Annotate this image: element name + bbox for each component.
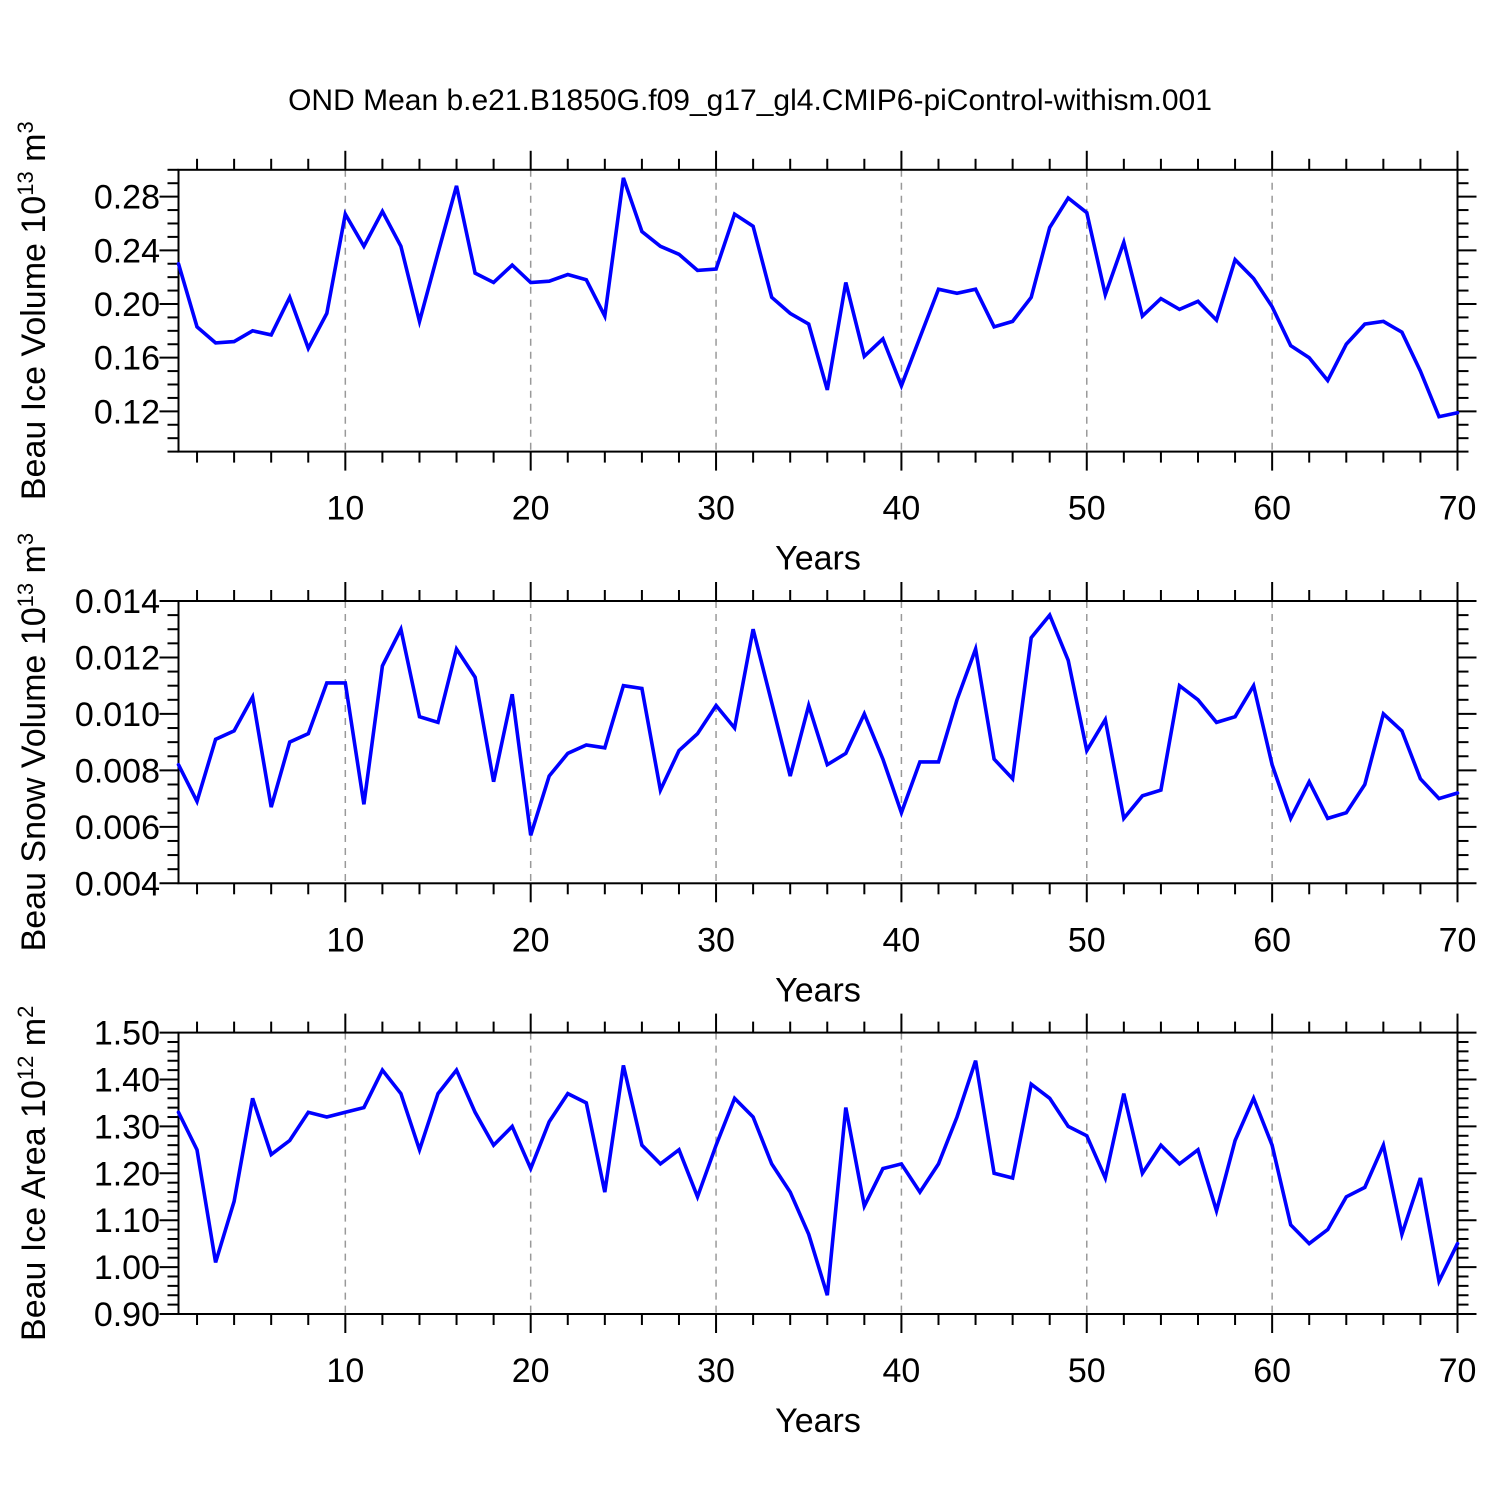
y-tick-labels: 0.12 0.16 0.20 0.24 0.28	[94, 179, 160, 432]
gridlines	[344, 601, 1273, 884]
tick-label: 40	[882, 921, 920, 959]
tick-label: 30	[697, 1352, 735, 1390]
panel-beau-ice-volume: 0.12 0.16 0.20 0.24 0.28 10 20 30 40 50 60 70 Years B…	[13, 121, 1477, 578]
panel-beau-ice-area: 0.90 1.00 1.10 1.20 1.30 1.40 1.50 10 20 30 40 50 60…	[13, 1006, 1477, 1440]
x-axis-label: Years	[775, 540, 861, 578]
series-line-beau-snow-volume	[176, 611, 1460, 836]
tick-label: 10	[326, 921, 364, 959]
tick-label: 10	[326, 490, 364, 528]
chart-title: OND Mean b.e21.B1850G.f09_g17_gl4.CMIP6-…	[288, 84, 1212, 117]
series-line-beau-ice-volume	[176, 177, 1460, 419]
tick-label: 0.16	[94, 340, 160, 378]
tick-label: 0.28	[94, 179, 160, 217]
y-tick-labels: 0.90 1.00 1.10 1.20 1.30 1.40 1.50	[94, 1015, 160, 1334]
tick-label: 10	[326, 1352, 364, 1390]
tick-label: 1.40	[94, 1062, 160, 1100]
tick-label: 0.010	[75, 696, 160, 734]
gridlines	[344, 1032, 1273, 1314]
y-tick-labels: 0.004 0.006 0.008 0.010 0.012 0.014	[75, 583, 160, 903]
tick-label: 60	[1253, 1352, 1291, 1390]
axis-ticks	[159, 582, 1477, 903]
plot-frame	[177, 1031, 1459, 1315]
tick-label: 40	[882, 1352, 920, 1390]
x-tick-labels: 10 20 30 40 50 60 70	[326, 921, 1476, 959]
tick-label: 1.00	[94, 1249, 160, 1287]
tick-label: 30	[697, 490, 735, 528]
tick-label: 30	[697, 921, 735, 959]
tick-label: 0.24	[94, 232, 160, 270]
series-line-beau-ice-area	[176, 1060, 1460, 1296]
tick-label: 1.10	[94, 1202, 160, 1240]
y-axis-label: Beau Ice Volume 1013 m3	[13, 121, 53, 500]
tick-label: 50	[1068, 921, 1106, 959]
tick-label: 1.50	[94, 1015, 160, 1053]
x-tick-labels: 10 20 30 40 50 60 70	[326, 1352, 1476, 1390]
tick-label: 20	[512, 490, 550, 528]
tick-label: 70	[1439, 490, 1477, 528]
tick-label: 50	[1068, 490, 1106, 528]
y-axis-label: Beau Snow Volume 1013 m3	[13, 533, 53, 952]
tick-label: 0.012	[75, 639, 160, 677]
tick-label: 0.004	[75, 865, 160, 903]
tick-label: 60	[1253, 921, 1291, 959]
tick-label: 0.12	[94, 393, 160, 431]
tick-label: 1.20	[94, 1155, 160, 1193]
tick-label: 50	[1068, 1352, 1106, 1390]
axis-ticks	[159, 1013, 1477, 1333]
tick-label: 40	[882, 490, 920, 528]
panel-beau-snow-volume: 0.004 0.006 0.008 0.010 0.012 0.014 10 20 30 40 50…	[13, 533, 1477, 1009]
gridlines	[344, 169, 1273, 452]
axis-ticks	[159, 150, 1477, 471]
tick-label: 1.30	[94, 1108, 160, 1146]
y-axis-label: Beau Ice Area 1012 m2	[13, 1006, 53, 1341]
tick-label: 60	[1253, 490, 1291, 528]
tick-label: 0.008	[75, 752, 160, 790]
plot-frame	[177, 168, 1459, 453]
x-axis-label: Years	[775, 1402, 861, 1440]
x-tick-labels: 10 20 30 40 50 60 70	[326, 490, 1476, 528]
tick-label: 20	[512, 1352, 550, 1390]
tick-label: 0.90	[94, 1296, 160, 1334]
tick-label: 0.006	[75, 809, 160, 847]
tick-label: 20	[512, 921, 550, 959]
x-axis-label: Years	[775, 971, 861, 1009]
tick-label: 70	[1439, 921, 1477, 959]
tick-label: 70	[1439, 1352, 1477, 1390]
tick-label: 0.20	[94, 286, 160, 324]
tick-label: 0.014	[75, 583, 160, 621]
